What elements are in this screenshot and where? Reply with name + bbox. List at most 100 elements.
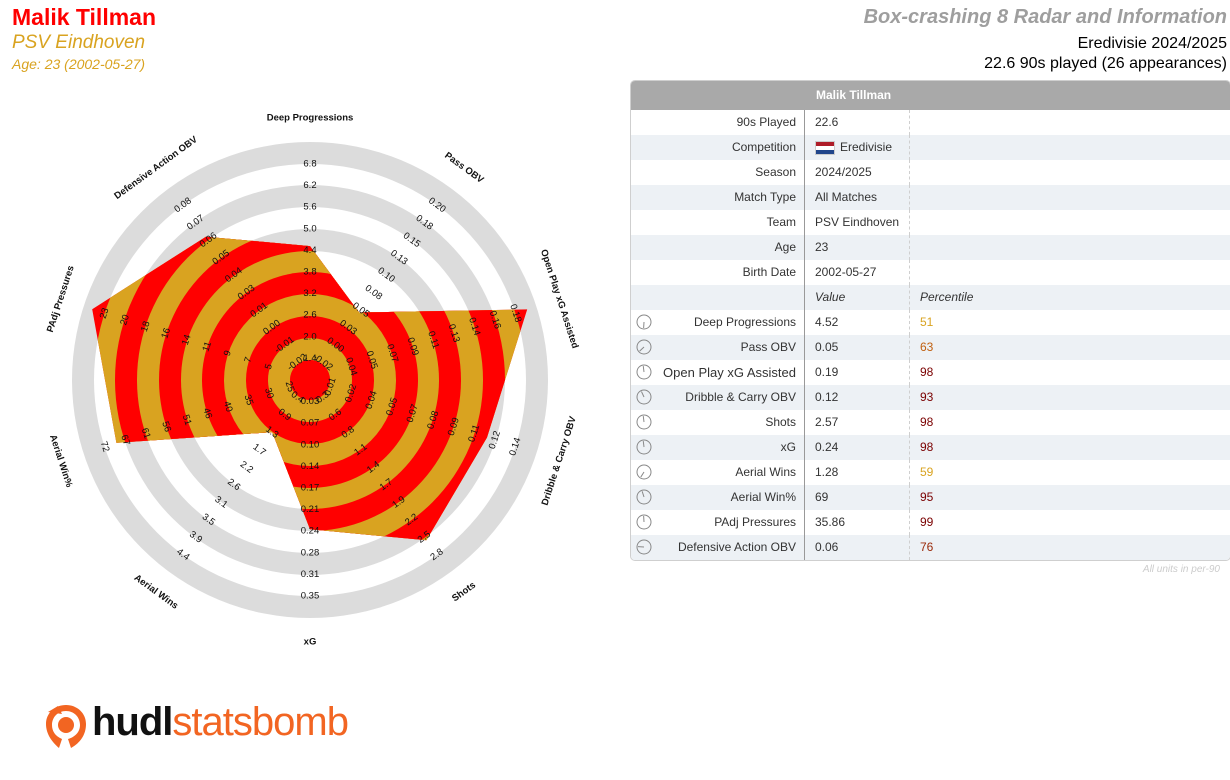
radar-tick-label: 0.05	[384, 396, 400, 417]
radar-tick-label: 0.04	[343, 356, 359, 377]
radar-tick-label: 2.0	[303, 331, 316, 342]
info-row: 90s Played 22.6	[631, 110, 1230, 135]
radar-tick-label: 0.24	[301, 526, 320, 537]
radar-axis-label: Aerial Wins	[132, 572, 180, 611]
metric-percentile: 63	[920, 340, 934, 354]
radar-tick-label: 0.14	[301, 461, 320, 472]
metric-value: 1.28	[805, 460, 910, 485]
radar-tick-label: 0.28	[301, 547, 320, 558]
info-label: Match Type	[631, 185, 805, 210]
info-value-text: 2002-05-27	[815, 265, 877, 279]
competition-season: Eredivisie 2024/2025	[1077, 35, 1227, 52]
radar-tick-label: 0.16	[487, 309, 503, 330]
info-value-text: All Matches	[815, 190, 878, 204]
info-value: PSV Eindhoven	[805, 210, 910, 235]
radar-axis-label: Aerial Win%	[47, 433, 75, 489]
radar-tick-label: 0.08	[425, 410, 441, 431]
metric-value: 4.52	[805, 310, 910, 335]
metric-percentile: 93	[920, 390, 934, 404]
info-row: Birth Date 2002-05-27	[631, 260, 1230, 285]
info-value: Eredivisie	[805, 135, 910, 160]
logo-part-hudl: hudl	[92, 700, 173, 744]
metric-label-cell: Aerial Wins	[631, 460, 805, 485]
metric-value: 0.06	[805, 535, 910, 560]
radar-tick-label: 67	[118, 433, 132, 446]
metric-row: xG 0.24 98	[631, 435, 1230, 460]
metric-percentile: 98	[920, 365, 934, 379]
radar-tick-label: 46	[200, 407, 214, 420]
metric-value: 35.86	[805, 510, 910, 535]
percentile-gauge-icon	[636, 514, 652, 530]
metric-label: Aerial Wins	[735, 465, 796, 479]
metric-label-cell: Deep Progressions	[631, 310, 805, 335]
radar-tick-label: 25	[283, 380, 297, 393]
radar-tick-label: 0.14	[466, 316, 482, 337]
metric-value: 0.05	[805, 335, 910, 360]
radar-tick-label: 0.35	[301, 591, 320, 602]
metric-percentile: 76	[920, 540, 934, 554]
info-value: 22.6	[805, 110, 910, 135]
info-value-text: 2024/2025	[815, 165, 872, 179]
info-value-text: 23	[815, 240, 829, 254]
metric-value: 69	[805, 485, 910, 510]
minutes-played: 22.6 90s played (26 appearances)	[984, 55, 1227, 72]
info-label: Competition	[631, 135, 805, 160]
radar-tick-label: 16	[159, 327, 173, 340]
percentile-gauge-icon	[636, 464, 652, 480]
radar-center	[290, 360, 330, 400]
metric-label: Open Play xG Assisted	[663, 365, 796, 380]
metric-row: Aerial Win% 69 95	[631, 485, 1230, 510]
metric-label-cell: Pass OBV	[631, 335, 805, 360]
metric-row: Open Play xG Assisted 0.19 98	[631, 360, 1230, 385]
metric-label: Deep Progressions	[693, 315, 796, 329]
radar-tick-label: 11	[201, 340, 215, 353]
radar-tick-label: 6.8	[303, 159, 316, 170]
info-label: 90s Played	[631, 110, 805, 135]
metric-label-cell: xG	[631, 435, 805, 460]
radar-tick-label: 20	[118, 313, 132, 326]
radar-tick-label: 0.18	[507, 303, 523, 324]
radar-tick-label: 0.01	[322, 376, 338, 397]
units-footnote: All units in per-90	[1142, 564, 1220, 575]
radar-tick-label: 0.03	[301, 396, 320, 407]
metric-row: PAdj Pressures 35.86 99	[631, 510, 1230, 535]
percentile-gauge-icon	[636, 339, 652, 355]
radar-tick-label: 0.02	[343, 383, 359, 404]
radar-axis-label: PAdj Pressures	[45, 264, 77, 334]
metric-label: Dribble & Carry OBV	[685, 390, 796, 404]
radar-tick-label: 6.2	[303, 180, 316, 191]
metric-row: Defensive Action OBV 0.06 76	[631, 535, 1230, 560]
radar-tick-label: 0.14	[507, 436, 523, 457]
info-value-text: Eredivisie	[840, 140, 893, 154]
radar-tick-label: 51	[180, 413, 194, 426]
chart-title: Box-crashing 8 Radar and Information	[863, 6, 1227, 28]
radar-tick-label: 0.07	[301, 418, 320, 429]
metric-value: 0.24	[805, 435, 910, 460]
metric-label-cell: Defensive Action OBV	[631, 535, 805, 560]
radar-tick-label: 0.31	[301, 569, 320, 580]
radar-axis-label: Dribble & Carry OBV	[540, 414, 579, 506]
info-label: Season	[631, 160, 805, 185]
percentile-gauge-icon	[636, 489, 652, 505]
metric-percentile: 51	[920, 315, 934, 329]
info-value-text: PSV Eindhoven	[815, 215, 900, 229]
radar-tick-label: 3.2	[303, 288, 316, 299]
statsbomb-wordmark: hudlstatsbomb	[92, 700, 349, 745]
radar-tick-label: 5	[263, 362, 275, 370]
player-age: Age: 23 (2002-05-27)	[12, 56, 146, 72]
metric-label: Aerial Win%	[730, 490, 796, 504]
radar-tick-label: 0.17	[301, 483, 320, 494]
radar-tick-label: 23	[98, 307, 112, 320]
radar-tick-label: 30	[262, 387, 276, 400]
radar-tick-label: 0.13	[446, 323, 462, 344]
metric-column-headers: Value Percentile	[631, 285, 1230, 310]
radar-tick-label: 1.4	[303, 353, 316, 364]
table-body: 90s Played 22.6 Competition Eredivisie Seaso…	[631, 110, 1230, 560]
radar-tick-label: 9	[222, 349, 234, 357]
info-label: Team	[631, 210, 805, 235]
info-row: Age 23	[631, 235, 1230, 260]
metric-percentile: 99	[920, 515, 934, 529]
radar-chart: 1.4 2.0 2.6 3.2 3.8 4.4 5.0 5.6 6.2 6.8 Deep Progr…	[45, 113, 581, 648]
player-team: PSV Eindhoven	[12, 32, 146, 53]
radar-tick-label: 18	[139, 320, 153, 333]
